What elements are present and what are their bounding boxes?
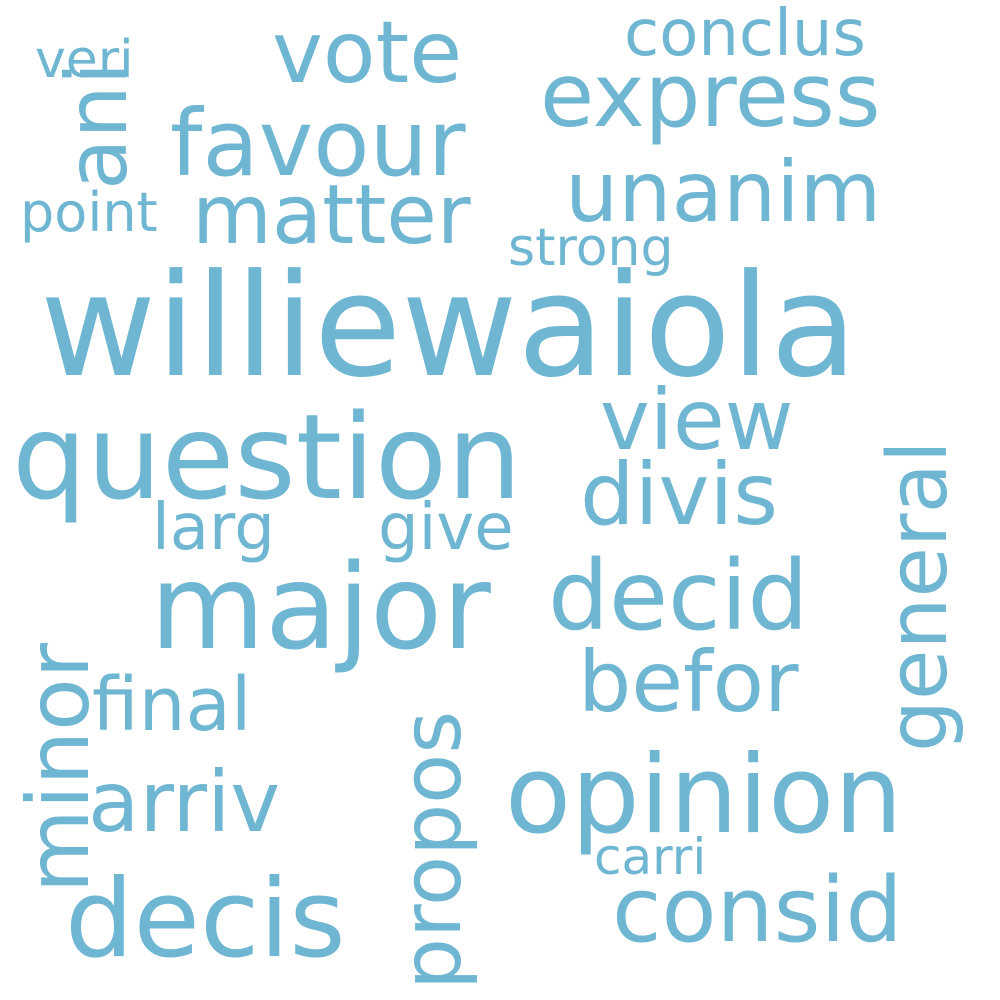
word-divis: divis (580, 445, 779, 545)
word-arriv: arriv (88, 753, 281, 851)
word-decid: decid (548, 540, 809, 652)
word-matter: matter (192, 168, 471, 263)
word-give: give (378, 491, 514, 565)
word-final: final (92, 662, 252, 748)
word-express: express (540, 44, 881, 147)
word-williewaiola: williewaiola (40, 244, 858, 409)
word-strong: strong (508, 218, 674, 278)
word-opinion: opinion (505, 733, 903, 858)
word-conclus: conclus (624, 0, 866, 71)
word-befor: befor (578, 633, 799, 731)
word-consid: consid (612, 858, 903, 963)
word-larg: larg (152, 491, 275, 565)
word-general: general (871, 440, 966, 752)
word-decis: decis (65, 857, 346, 982)
word-unanim: unanim (565, 143, 882, 241)
word-favour: favour (170, 90, 466, 197)
word-veri: veri (35, 30, 134, 90)
word-view: view (600, 371, 794, 469)
word-minor: minor (9, 642, 109, 893)
word-point: point (20, 181, 158, 244)
word-propos: propos (385, 710, 480, 990)
word-major: major (150, 538, 491, 676)
word-question: question (12, 388, 522, 526)
word-carri: carri (594, 828, 707, 886)
word-vote: vote (272, 3, 463, 103)
